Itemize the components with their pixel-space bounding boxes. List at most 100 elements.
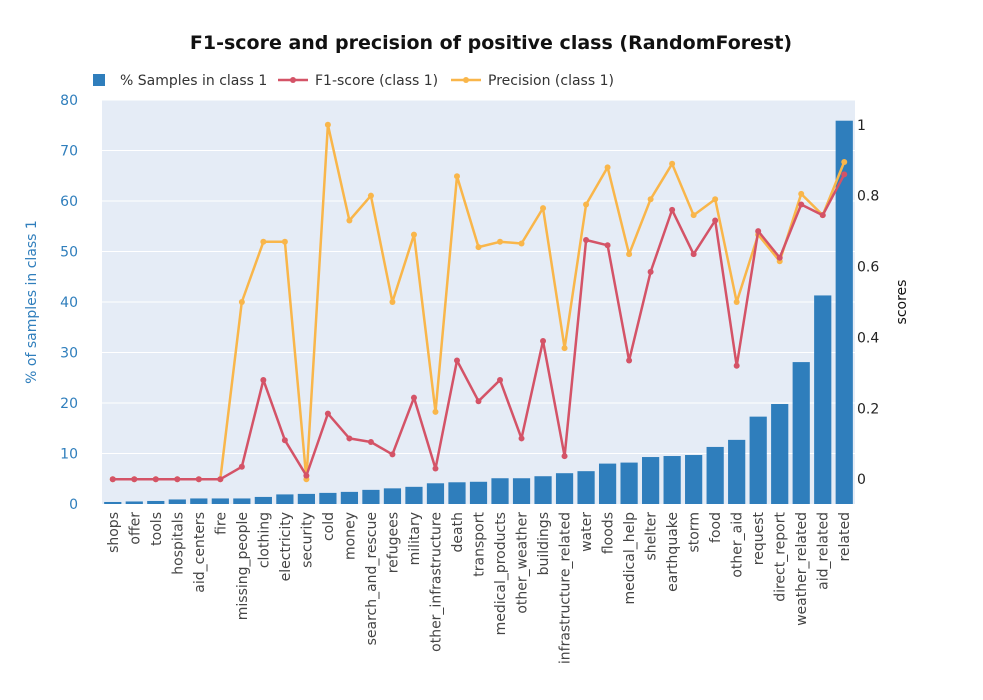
x-tick-label: search_and_rescue: [364, 512, 380, 645]
bar: [555, 473, 574, 504]
data-point: [540, 205, 547, 212]
bar: [792, 362, 810, 504]
x-tick-label: electricity: [278, 512, 294, 581]
data-point: [497, 238, 504, 245]
bar: [340, 491, 359, 504]
bar: [620, 462, 638, 504]
x-tick-label: security: [299, 512, 315, 568]
x-tick-label: other_weather: [515, 512, 531, 614]
x-tick-label: medical_help: [622, 512, 638, 605]
x-tick-label: death: [450, 512, 466, 552]
data-point: [453, 357, 460, 364]
data-point: [410, 394, 417, 401]
data-point: [841, 171, 848, 178]
grid: [102, 99, 855, 454]
data-point: [540, 337, 547, 344]
bar: [491, 478, 509, 504]
x-tick-label: earthquake: [665, 512, 681, 592]
data-point: [238, 299, 245, 305]
x-tick-label: other_infrastructure: [428, 512, 444, 652]
x-tick-label: infrastructure_related: [558, 512, 574, 664]
line-series: [109, 121, 848, 483]
y-right-tick-label: 0.8: [857, 189, 879, 205]
data-point: [561, 345, 568, 352]
bar: [168, 499, 186, 504]
x-tick-label: clothing: [256, 512, 272, 568]
data-point: [475, 398, 482, 405]
data-point: [109, 476, 116, 483]
x-tick-label: fire: [213, 512, 229, 535]
chart-title: F1-score and precision of positive class…: [190, 32, 792, 54]
x-tick-label: shelter: [644, 512, 660, 561]
y-left-tick-label: 70: [60, 144, 78, 160]
y-left-tick-label: 20: [60, 396, 78, 412]
data-point: [174, 476, 181, 483]
bar: [233, 498, 251, 504]
y-left-tick-label: 60: [60, 194, 78, 210]
y-left-tick-label: 40: [60, 295, 78, 311]
bar: [426, 483, 445, 504]
data-point: [561, 453, 568, 460]
x-tick-label: direct_report: [773, 512, 789, 602]
bar: [211, 498, 229, 504]
legend: % Samples in class 1 F1-score (class 1) Pr…: [93, 73, 614, 89]
y-right-tick-label: 1: [857, 118, 866, 134]
data-point: [217, 476, 224, 483]
bar-series: [104, 120, 853, 504]
y-axis-right: 0 0.2 0.4 0.6 0.8 1: [857, 118, 879, 488]
bar: [534, 476, 552, 504]
data-point: [626, 357, 633, 364]
y-right-tick-label: 0: [857, 472, 866, 488]
bar: [276, 494, 294, 504]
data-point: [324, 410, 331, 417]
data-point: [604, 242, 611, 249]
y-right-tick-label: 0.2: [857, 401, 879, 417]
data-point: [733, 299, 740, 305]
x-tick-label: floods: [601, 512, 617, 554]
bar: [448, 482, 466, 504]
data-point: [260, 376, 267, 383]
legend-swatch-marker: [463, 77, 469, 83]
x-tick-label: refugees: [385, 512, 401, 573]
data-point: [497, 376, 504, 383]
bar: [319, 492, 337, 504]
bar: [297, 493, 315, 504]
y-left-tick-label: 0: [69, 497, 78, 513]
y-axis-left-label: % of samples in class 1: [24, 220, 40, 384]
data-point: [798, 190, 805, 197]
x-tick-label: money: [342, 512, 358, 560]
data-point: [238, 463, 245, 470]
data-point: [626, 251, 633, 258]
data-point: [281, 437, 288, 444]
bar: [254, 496, 272, 504]
data-point: [712, 217, 719, 224]
x-tick-label: tools: [149, 512, 165, 546]
data-point: [303, 472, 310, 479]
data-point: [776, 254, 783, 261]
x-tick-label: request: [751, 511, 767, 565]
x-tick-label: shops: [106, 512, 122, 553]
data-point: [690, 212, 697, 219]
y-left-tick-label: 80: [60, 93, 78, 109]
data-point: [755, 228, 762, 235]
data-point: [346, 217, 353, 224]
y-left-tick-label: 30: [60, 346, 78, 362]
data-point: [389, 451, 396, 458]
x-axis: shops offer tools hospitals aid_centers fire m…: [106, 511, 853, 664]
x-tick-label: buildings: [536, 512, 552, 575]
data-point: [518, 240, 525, 247]
bar: [642, 457, 660, 504]
bar: [685, 455, 703, 504]
bar: [104, 501, 122, 504]
legend-label: % Samples in class 1: [120, 73, 267, 89]
data-point: [152, 476, 159, 483]
bar: [469, 481, 488, 504]
bar: [663, 456, 681, 504]
data-point: [195, 476, 202, 483]
y-left-tick-label: 10: [60, 447, 78, 463]
legend-label: F1-score (class 1): [315, 73, 438, 89]
x-tick-label: related: [837, 512, 853, 562]
bar: [771, 404, 789, 504]
